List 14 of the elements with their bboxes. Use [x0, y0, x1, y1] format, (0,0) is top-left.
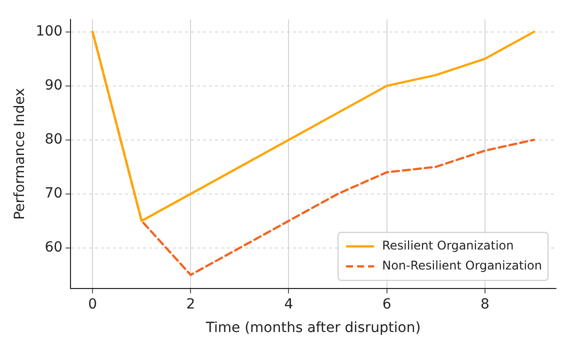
- x-tick-label: 2: [186, 296, 196, 312]
- legend-label: Non-Resilient Organization: [382, 258, 542, 273]
- y-tick-label: 70: [44, 186, 63, 202]
- y-axis-title: Performance Index: [12, 88, 28, 220]
- x-tick-label: 6: [382, 296, 392, 312]
- x-tick-label: 4: [284, 296, 294, 312]
- x-axis-title: Time (months after disruption): [204, 320, 421, 336]
- y-tick-label: 80: [44, 131, 63, 148]
- x-tick-label: 0: [88, 296, 98, 312]
- y-tick-label: 90: [44, 77, 63, 94]
- y-tick-label: 60: [44, 240, 63, 256]
- x-tick-label: 8: [480, 296, 490, 312]
- y-tick-label: 100: [36, 23, 63, 40]
- legend-label: Resilient Organization: [382, 238, 514, 253]
